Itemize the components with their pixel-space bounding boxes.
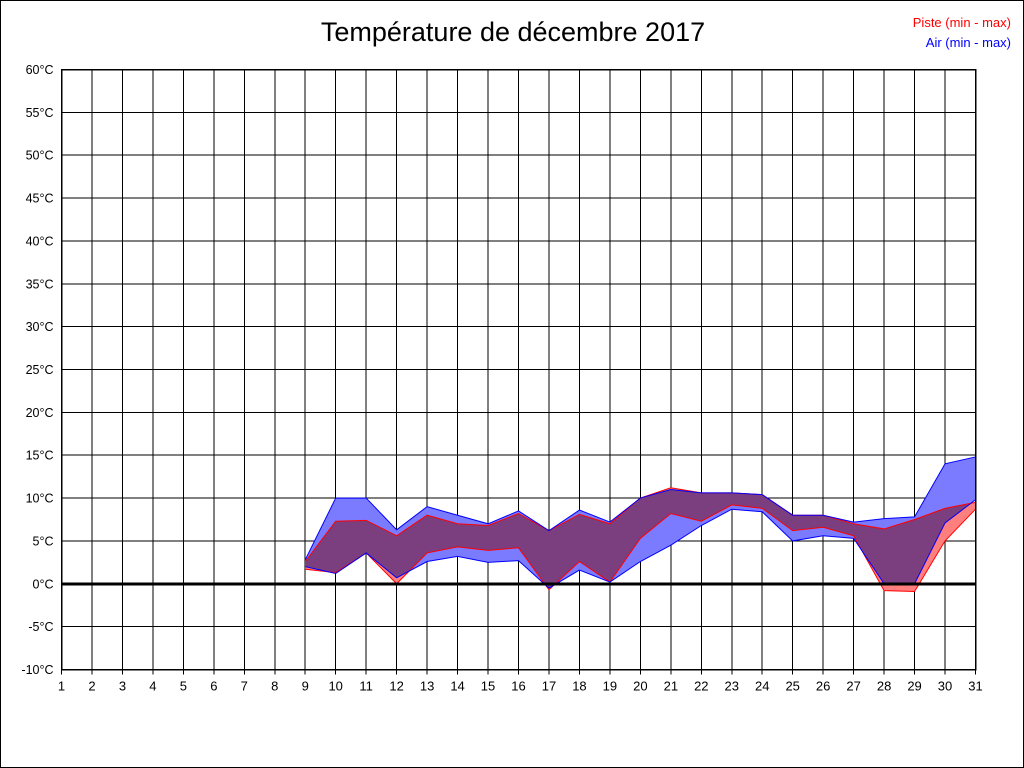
x-tick-label-13: 13: [420, 679, 434, 694]
x-tick-label-22: 22: [694, 679, 708, 694]
x-tick-label-1: 1: [58, 679, 65, 694]
chart-legend: Piste (min - max) Air (min - max): [913, 13, 1011, 53]
x-tick-label-29: 29: [907, 679, 921, 694]
x-tick-label-2: 2: [88, 679, 95, 694]
y-tick-label-60: 60°C: [26, 63, 54, 77]
x-tick-label-16: 16: [511, 679, 525, 694]
y-tick-label--5: -5°C: [28, 620, 53, 634]
y-tick-label-30: 30°C: [26, 320, 54, 334]
x-tick-label-10: 10: [328, 679, 342, 694]
x-tick-label-7: 7: [241, 679, 248, 694]
x-tick-label-25: 25: [785, 679, 799, 694]
y-tick-label-15: 15°C: [26, 449, 54, 463]
y-tick-label-5: 5°C: [33, 534, 54, 548]
x-tick-label-14: 14: [450, 679, 464, 694]
legend-item-piste: Piste (min - max): [912, 15, 1011, 30]
gridlines-vertical: [61, 69, 976, 670]
band-air: [305, 456, 976, 589]
y-tick-label-45: 45°C: [26, 192, 54, 206]
x-axis-labels: 1 2 3 4 5 6 7 8 9 10 11 12 13 14 15 16 17 18 19 20 21 22 23 24 2…: [58, 669, 983, 694]
y-axis-labels: -10°C -5°C 0°C 5°C 10°C 15°C 20°C 25°C 30°C 35°C 4…: [21, 63, 53, 677]
air-min-line: [305, 499, 976, 589]
x-tick-label-12: 12: [389, 679, 403, 694]
y-tick-label-55: 55°C: [26, 106, 54, 120]
x-tick-label-30: 30: [938, 679, 952, 694]
air-max-line: [304, 456, 976, 561]
data-bands: [305, 456, 976, 592]
x-tick-label-18: 18: [572, 679, 586, 694]
x-tick-label-28: 28: [877, 679, 891, 694]
y-tick-label-0: 0°C: [33, 577, 54, 591]
y-tick-label--10: -10°C: [21, 663, 53, 677]
x-tick-label-9: 9: [302, 679, 309, 694]
x-tick-label-5: 5: [180, 679, 187, 694]
x-tick-label-17: 17: [542, 679, 556, 694]
x-tick-label-6: 6: [210, 679, 217, 694]
y-tick-label-35: 35°C: [26, 277, 54, 291]
x-tick-label-3: 3: [119, 679, 126, 694]
x-tick-label-19: 19: [603, 679, 617, 694]
y-tick-label-10: 10°C: [26, 492, 54, 506]
x-tick-label-26: 26: [816, 679, 830, 694]
x-tick-label-11: 11: [359, 679, 373, 694]
y-tick-label-25: 25°C: [26, 363, 54, 377]
x-tick-label-15: 15: [481, 679, 495, 694]
y-tick-label-20: 20°C: [26, 406, 54, 420]
y-tick-label-40: 40°C: [26, 234, 54, 248]
y-tick-label-50: 50°C: [26, 149, 54, 163]
x-tick-label-21: 21: [664, 679, 678, 694]
x-tick-label-31: 31: [968, 679, 982, 694]
x-tick-label-4: 4: [149, 679, 156, 694]
x-tick-label-27: 27: [846, 679, 860, 694]
x-tick-label-23: 23: [725, 679, 739, 694]
page-title: Température de décembre 2017: [320, 17, 706, 47]
legend-item-air: Air (min - max): [925, 35, 1011, 51]
x-tick-label-20: 20: [633, 679, 647, 694]
x-tick-label-8: 8: [271, 679, 278, 694]
x-tick-label-24: 24: [755, 679, 769, 694]
